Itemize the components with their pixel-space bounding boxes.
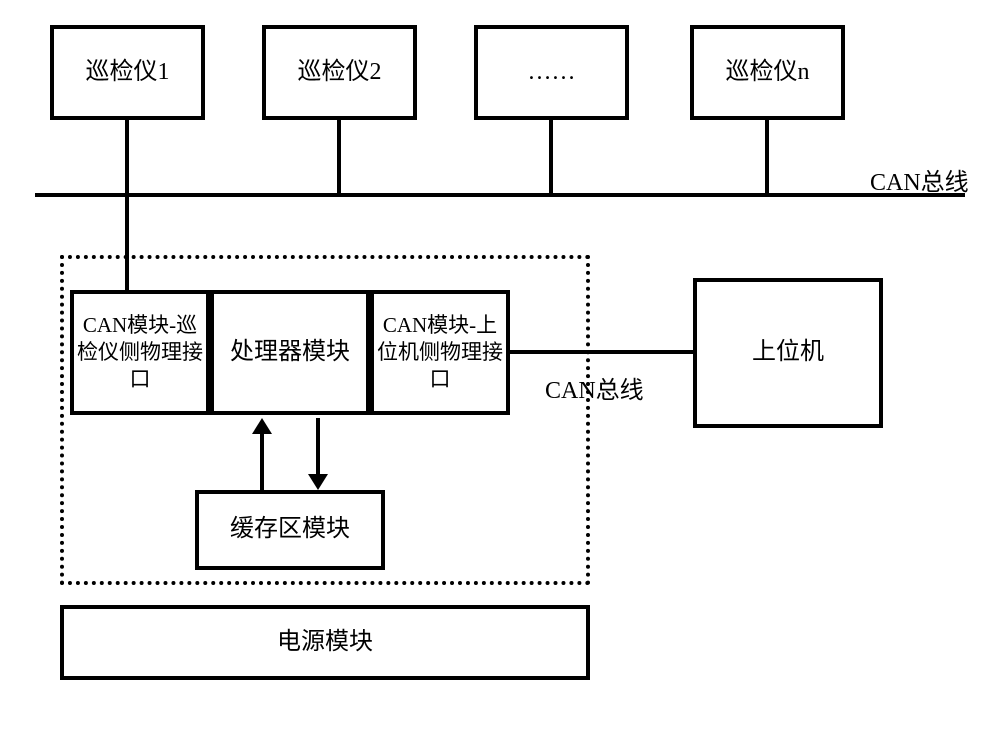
inspector-1-box: 巡检仪1 <box>50 25 205 120</box>
arrow-down-shaft <box>316 418 320 476</box>
top-drop-3 <box>765 120 769 195</box>
host-box: 上位机 <box>693 278 883 428</box>
buffer-box: 缓存区模块 <box>195 490 385 570</box>
inspector-n-box: 巡检仪n <box>690 25 845 120</box>
power-box: 电源模块 <box>60 605 590 680</box>
top-drop-1 <box>337 120 341 195</box>
top-drop-2 <box>549 120 553 195</box>
can-host-side-box: CAN模块-上位机侧物理接口 <box>370 290 510 415</box>
arrow-down-head <box>308 474 328 490</box>
arrow-up-shaft <box>260 432 264 490</box>
arrow-up-head <box>252 418 272 434</box>
can-inspector-side-box: CAN模块-巡检仪侧物理接口 <box>70 290 210 415</box>
inspector-2-box: 巡检仪2 <box>262 25 417 120</box>
can-to-host-label: CAN总线 <box>545 370 644 405</box>
top-drop-0 <box>125 120 129 195</box>
processor-box: 处理器模块 <box>210 290 370 415</box>
top-can-bus-label: CAN总线 <box>870 162 969 197</box>
ellipsis-box: …… <box>474 25 629 120</box>
can-to-host-line <box>510 350 693 354</box>
top-can-bus-line <box>35 193 965 197</box>
